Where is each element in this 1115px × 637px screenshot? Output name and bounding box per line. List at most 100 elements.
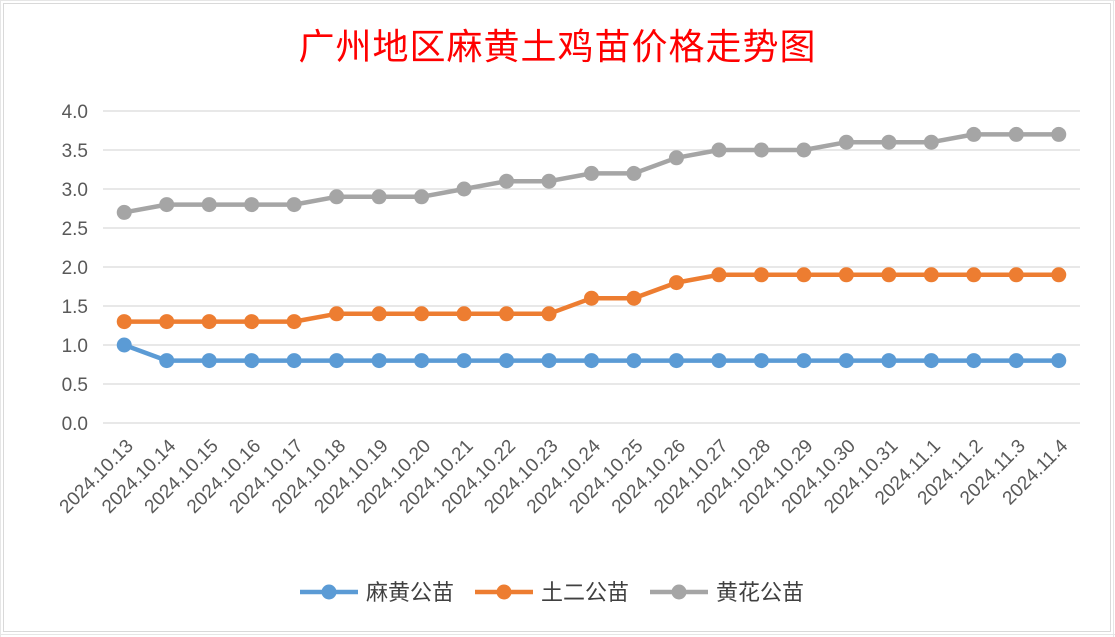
data-point[interactable] — [499, 173, 515, 189]
data-point[interactable] — [838, 134, 854, 150]
data-point[interactable] — [329, 306, 345, 322]
data-point[interactable] — [371, 306, 387, 322]
data-point[interactable] — [244, 197, 260, 213]
series-lines — [116, 126, 1067, 369]
y-tick-label: 3.0 — [62, 180, 88, 201]
data-point[interactable] — [711, 353, 727, 369]
data-point[interactable] — [116, 337, 132, 353]
data-point[interactable] — [711, 142, 727, 158]
data-point[interactable] — [244, 314, 260, 330]
data-point[interactable] — [1051, 126, 1067, 142]
data-point[interactable] — [881, 353, 897, 369]
data-point[interactable] — [881, 134, 897, 150]
data-point[interactable] — [116, 314, 132, 330]
y-tick-label: 2.0 — [62, 258, 88, 279]
y-tick-label: 1.5 — [62, 297, 88, 318]
data-point[interactable] — [881, 267, 897, 283]
data-point[interactable] — [796, 267, 812, 283]
data-point[interactable] — [414, 306, 430, 322]
data-point[interactable] — [499, 306, 515, 322]
data-point[interactable] — [966, 267, 982, 283]
data-point[interactable] — [371, 353, 387, 369]
data-point[interactable] — [1008, 126, 1024, 142]
legend-entry[interactable]: 黄花公苗 — [650, 581, 804, 606]
series-3 — [116, 126, 1067, 220]
data-point[interactable] — [966, 126, 982, 142]
legend: 麻黄公苗 土二公苗 黄花公苗 — [300, 581, 804, 606]
data-point[interactable] — [329, 189, 345, 205]
data-point[interactable] — [923, 267, 939, 283]
series-2 — [116, 267, 1067, 330]
data-point[interactable] — [668, 275, 684, 291]
data-point[interactable] — [668, 353, 684, 369]
data-point[interactable] — [626, 353, 642, 369]
data-point[interactable] — [796, 353, 812, 369]
legend-swatch-marker — [321, 584, 337, 600]
data-point[interactable] — [838, 353, 854, 369]
data-point[interactable] — [456, 181, 472, 197]
sheet-gridline — [1113, 0, 1114, 637]
data-point[interactable] — [711, 267, 727, 283]
chart-area[interactable] — [3, 3, 1111, 632]
data-point[interactable] — [668, 150, 684, 166]
legend-entry[interactable]: 土二公苗 — [475, 581, 629, 606]
data-point[interactable] — [201, 197, 217, 213]
data-point[interactable] — [201, 353, 217, 369]
data-point[interactable] — [159, 197, 175, 213]
data-point[interactable] — [541, 173, 557, 189]
data-point[interactable] — [584, 353, 599, 369]
y-axis-tick-labels: 0.0 0.5 1.0 1.5 2.0 2.5 3.0 3.5 4.0 — [62, 102, 88, 435]
data-point[interactable] — [201, 314, 217, 330]
chart-title: 广州地区麻黄土鸡苗价格走势图 — [298, 27, 817, 68]
data-point[interactable] — [456, 306, 472, 322]
data-point[interactable] — [159, 314, 175, 330]
data-point[interactable] — [753, 267, 769, 283]
data-point[interactable] — [1008, 353, 1024, 369]
data-point[interactable] — [116, 204, 132, 220]
data-point[interactable] — [626, 290, 642, 306]
y-tick-label: 0.5 — [62, 375, 88, 396]
data-point[interactable] — [286, 353, 302, 369]
series-1 — [116, 337, 1067, 369]
data-point[interactable] — [244, 353, 260, 369]
data-point[interactable] — [456, 353, 472, 369]
y-tick-label: 0.0 — [62, 414, 88, 435]
sheet-gridline — [0, 634, 1115, 635]
data-point[interactable] — [286, 314, 302, 330]
y-tick-label: 4.0 — [62, 102, 88, 123]
data-point[interactable] — [499, 353, 515, 369]
data-point[interactable] — [541, 353, 557, 369]
y-tick-label: 1.0 — [62, 336, 88, 357]
data-point[interactable] — [966, 353, 982, 369]
data-point[interactable] — [1051, 267, 1067, 283]
data-point[interactable] — [753, 353, 769, 369]
legend-entry[interactable]: 麻黄公苗 — [300, 581, 454, 606]
data-point[interactable] — [371, 189, 387, 205]
sheet-gridline — [0, 0, 1, 637]
legend-swatch-marker — [671, 584, 687, 600]
data-point[interactable] — [923, 134, 939, 150]
gridlines — [103, 110, 1080, 424]
y-tick-label: 3.5 — [62, 141, 88, 162]
legend-swatch-marker — [496, 584, 512, 600]
data-point[interactable] — [414, 189, 430, 205]
legend-label: 土二公苗 — [541, 581, 629, 606]
data-point[interactable] — [1008, 267, 1024, 283]
data-point[interactable] — [414, 353, 430, 369]
data-point[interactable] — [541, 306, 557, 322]
data-point[interactable] — [753, 142, 769, 158]
legend-label: 黄花公苗 — [716, 581, 804, 606]
data-point[interactable] — [1051, 353, 1067, 369]
data-point[interactable] — [329, 353, 345, 369]
data-point[interactable] — [286, 197, 302, 213]
data-point[interactable] — [923, 353, 939, 369]
sheet-gridline — [0, 0, 1115, 1]
data-point[interactable] — [796, 142, 812, 158]
data-point[interactable] — [838, 267, 854, 283]
data-point[interactable] — [584, 165, 599, 181]
data-point[interactable] — [159, 353, 175, 369]
legend-label: 麻黄公苗 — [366, 581, 454, 606]
data-point[interactable] — [626, 165, 642, 181]
data-point[interactable] — [584, 290, 599, 306]
